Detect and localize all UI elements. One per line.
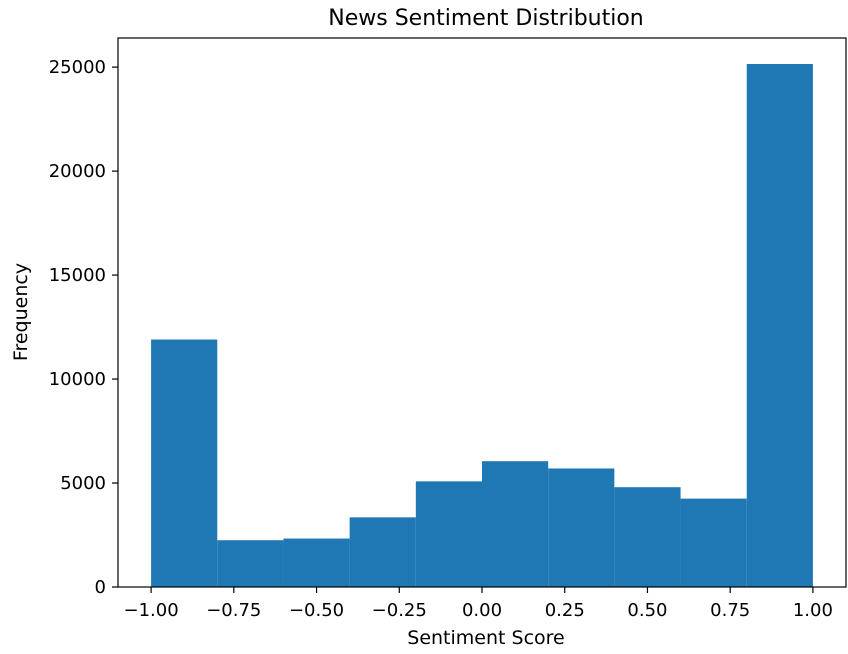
x-tick-label: −0.25 [372,600,427,621]
histogram-bar [283,538,350,587]
x-tick-label: 0.50 [627,600,667,621]
x-tick-label: 1.00 [793,600,833,621]
x-tick-label: −1.00 [124,600,179,621]
histogram-bar [614,487,681,587]
y-tick-label: 20000 [49,161,106,182]
histogram-bar [415,481,482,587]
x-tick-label: 0.00 [462,600,502,621]
y-axis: 0 5000 10000 15000 20000 25000 [49,57,118,598]
y-tick-label: 25000 [49,57,106,78]
x-tick-label: 0.75 [710,600,750,621]
y-axis-label: Frequency [10,263,32,361]
y-tick-label: 5000 [60,473,106,494]
y-tick-label: 10000 [49,369,106,390]
histogram-bar [680,498,747,587]
histogram-bar [151,339,218,587]
histogram-bar [349,517,416,587]
x-tick-label: −0.50 [289,600,344,621]
x-axis: −1.00 −0.75 −0.50 −0.25 0.00 0.25 0.50 0.75 1.00 [124,587,833,621]
histogram-bar [746,63,813,587]
histogram-bar [482,461,549,587]
x-axis-label: Sentiment Score [407,627,564,649]
x-tick-label: −0.75 [206,600,261,621]
bars-group [151,63,813,587]
y-tick-label: 15000 [49,265,106,286]
y-tick-label: 0 [95,577,106,598]
histogram-bar [548,468,615,587]
x-tick-label: 0.25 [545,600,585,621]
chart-title: News Sentiment Distribution [328,6,644,31]
histogram-bar [217,540,284,587]
